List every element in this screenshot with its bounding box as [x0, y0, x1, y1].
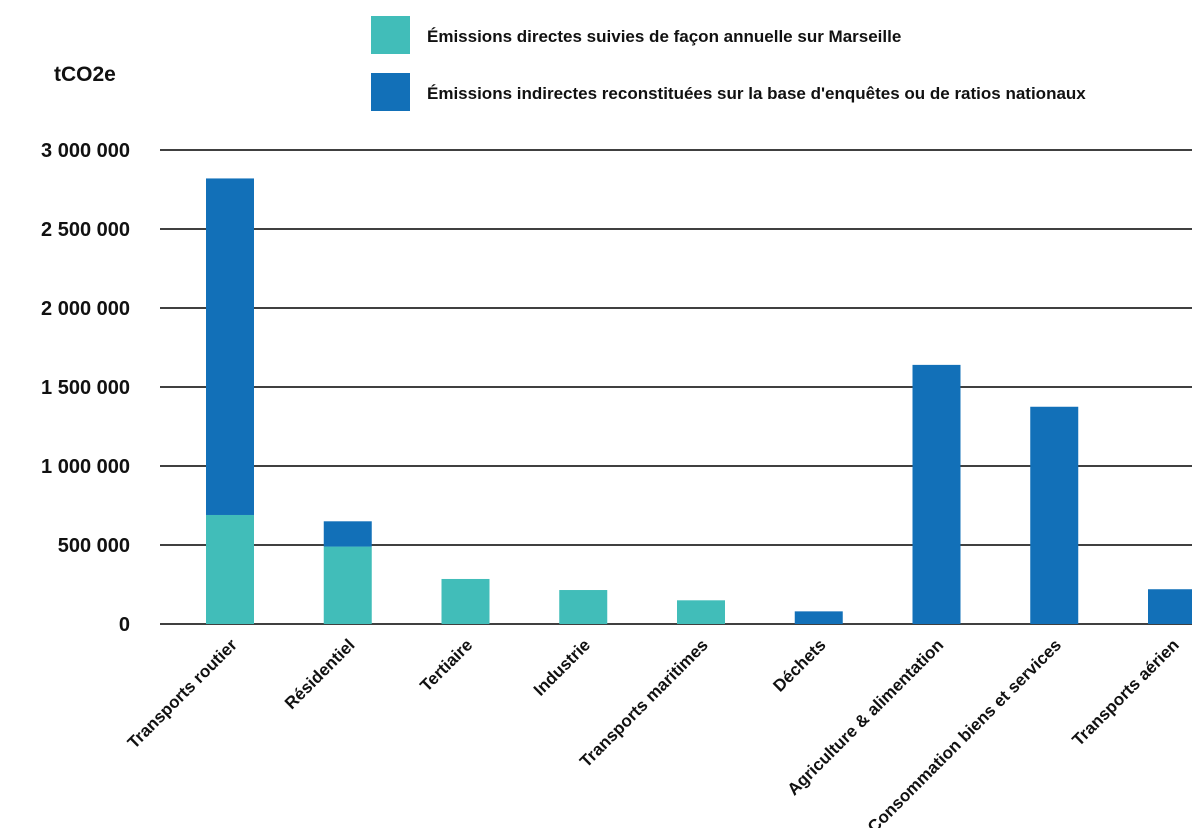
y-tick-label-1: 500 000 — [58, 535, 130, 557]
bars — [206, 178, 1192, 624]
y-tick-label-2: 1 000 000 — [41, 456, 130, 478]
x-tick-label-2: Tertiaire — [416, 635, 476, 695]
y-tick-label-3: 1 500 000 — [41, 377, 130, 399]
x-tick-label-7: Consommation biens et services — [864, 635, 1065, 828]
bar-indirect-0 — [206, 178, 254, 515]
bar-indirect-8 — [1148, 589, 1192, 624]
x-axis-ticks: Transports routier Résidentiel Tertiaire In… — [124, 635, 1183, 828]
bar-direct-0 — [206, 514, 254, 624]
bar-indirect-5 — [794, 611, 843, 624]
y-axis-ticks: 0 500 000 1 000 000 1 500 000 2 000 000 2 500… — [41, 140, 130, 636]
y-tick-label-6: 3 000 000 — [41, 140, 130, 162]
x-tick-label-5: Déchets — [769, 635, 829, 695]
x-tick-label-0: Transports routier — [124, 635, 241, 752]
x-tick-label-8: Transports aérien — [1069, 635, 1183, 749]
y-axis-unit-label: tCO2e — [54, 63, 116, 86]
legend-label-indirect: Émissions indirectes reconstituées sur l… — [427, 84, 1086, 103]
y-tick-label-0: 0 — [119, 614, 130, 636]
legend-swatch-direct — [371, 16, 410, 54]
bar-indirect-1 — [323, 521, 372, 547]
legend: Émissions directes suivies de façon annu… — [371, 16, 1086, 111]
bar-direct-2 — [441, 578, 490, 624]
legend-label-direct: Émissions directes suivies de façon annu… — [427, 27, 901, 46]
bar-direct-1 — [323, 546, 372, 624]
y-tick-label-4: 2 000 000 — [41, 298, 130, 320]
y-tick-label-5: 2 500 000 — [41, 219, 130, 241]
bar-indirect-7 — [1030, 406, 1079, 624]
x-tick-label-1: Résidentiel — [281, 635, 359, 713]
bar-direct-4 — [677, 600, 725, 624]
bar-indirect-6 — [912, 364, 961, 624]
legend-swatch-indirect — [371, 73, 410, 111]
x-tick-label-4: Transports maritimes — [576, 635, 712, 771]
x-tick-label-3: Industrie — [530, 635, 594, 699]
bar-direct-3 — [559, 590, 608, 624]
